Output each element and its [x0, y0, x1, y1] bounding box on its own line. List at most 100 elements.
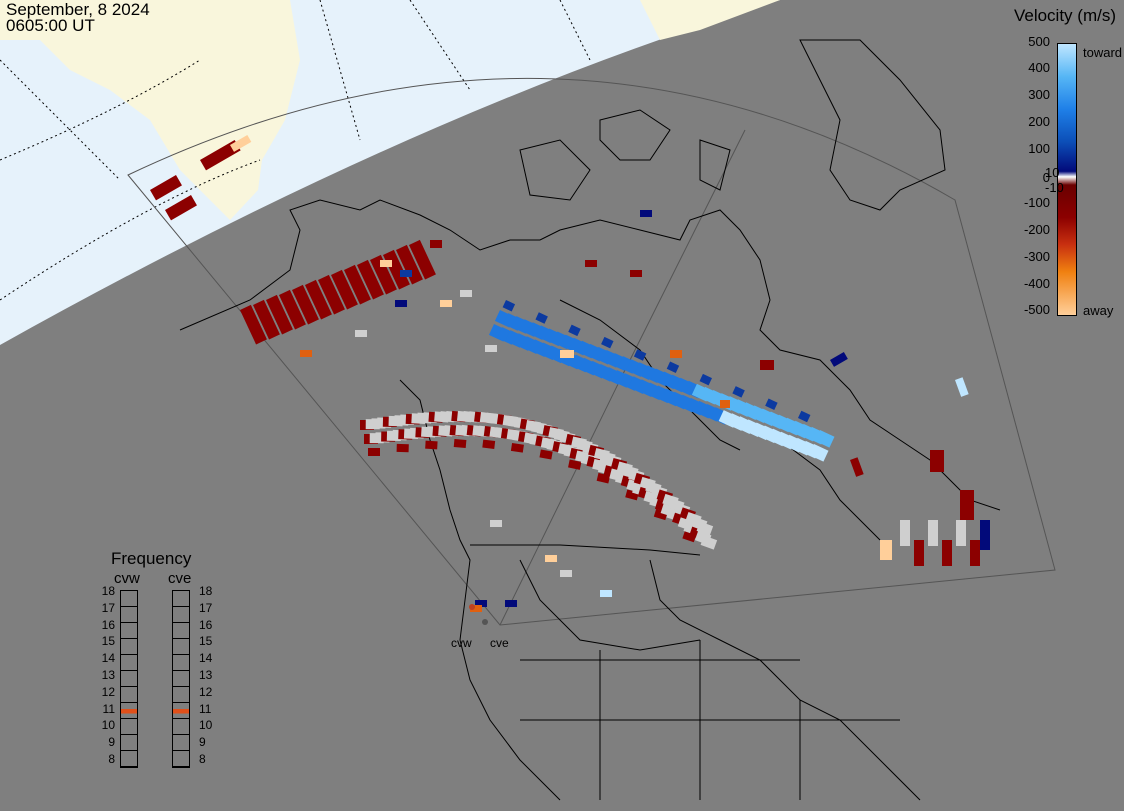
echo-cell	[942, 540, 952, 566]
echo-cell	[930, 450, 944, 472]
echo-cell	[425, 440, 438, 450]
echo-cell	[292, 284, 319, 325]
coastlines	[179, 39, 1001, 801]
echo-cell	[440, 300, 452, 307]
frequency-cell	[121, 703, 137, 719]
echo-cell	[630, 270, 642, 277]
frequency-scale-label: 14	[101, 651, 115, 666]
frequency-cell	[121, 655, 137, 671]
echo-cell	[355, 330, 367, 337]
echo-cell	[732, 386, 745, 398]
echo-cell	[395, 300, 407, 307]
echo-cell	[368, 448, 380, 456]
echo-cell	[502, 300, 516, 312]
echo-cell	[798, 410, 811, 423]
radar-label-cve: cve	[490, 636, 509, 650]
velocity-tick-label: 500	[1028, 34, 1050, 49]
velocity-tick-label: -10	[1045, 180, 1064, 195]
echo-cell	[396, 443, 409, 453]
frequency-cell	[173, 607, 189, 623]
velocity-tick-label: 200	[1028, 114, 1050, 129]
velocity-tick-label: 100	[1028, 141, 1050, 156]
frequency-scale-label: 10	[199, 718, 213, 733]
cve-radar-site	[482, 619, 488, 625]
echo-cell	[670, 350, 682, 358]
frequency-cell	[173, 735, 189, 751]
echo-cell	[165, 195, 197, 221]
echo-cell	[453, 438, 467, 449]
echo-cell	[601, 336, 614, 349]
frequency-cell	[173, 703, 189, 719]
echo-cell	[970, 540, 980, 566]
echo-cell	[279, 289, 306, 330]
velocity-tick-label: 10	[1045, 165, 1060, 180]
frequency-cell	[121, 687, 137, 703]
echo-cell	[980, 520, 990, 550]
echo-cell	[490, 520, 502, 527]
echo-cell	[928, 520, 938, 546]
frequency-cve-label: cve	[168, 570, 192, 587]
echo-cell	[720, 400, 730, 408]
frequency-scale-label: 13	[199, 668, 213, 682]
echo-cell	[640, 210, 652, 217]
echo-cell	[400, 270, 412, 277]
frequency-scale-label: 18	[199, 584, 213, 598]
echo-cell	[600, 590, 612, 597]
echo-cell	[485, 345, 497, 352]
echo-cell	[633, 349, 647, 361]
frequency-scale-label: 14	[199, 651, 213, 666]
echo-cell	[539, 449, 553, 460]
echo-cell	[568, 459, 582, 470]
echo-cell	[305, 279, 332, 320]
day-land	[0, 0, 300, 220]
toward-label: toward	[1083, 45, 1123, 60]
frequency-cell	[173, 655, 189, 671]
frequency-cvw-bar	[120, 590, 138, 768]
frequency-scale-label: 18	[101, 584, 115, 598]
echo-cell	[666, 361, 680, 374]
frequency-cell	[173, 623, 189, 639]
frequency-cell	[121, 607, 137, 623]
frequency-scale-label: 9	[108, 735, 115, 750]
velocity-tick-label: 300	[1028, 87, 1050, 102]
echo-cell	[460, 290, 472, 297]
velocity-tick-label: -500	[1023, 302, 1050, 317]
echo-cell	[954, 377, 969, 397]
frequency-scale-label: 12	[101, 684, 115, 699]
frequency-cvw-label: cvw	[114, 570, 140, 587]
velocity-tick-label: -100	[1023, 195, 1050, 210]
frequency-scale-label: 8	[199, 752, 206, 766]
echo-cell	[956, 520, 966, 546]
frequency-title: Frequency	[111, 549, 192, 568]
dayside-grid	[0, 0, 591, 301]
echo-cell	[535, 312, 548, 324]
echo-cell	[317, 274, 345, 315]
echo-cell	[560, 570, 572, 577]
frequency-cell	[121, 639, 137, 655]
echo-cell	[900, 520, 910, 546]
echo-cell	[229, 134, 252, 152]
frequency-scale-label: 15	[199, 634, 213, 649]
time-label: 0605:00 UT	[6, 16, 95, 35]
frequency-cell	[121, 751, 137, 767]
frequency-cell	[121, 735, 137, 751]
echo-cell	[765, 398, 778, 410]
echo-cell	[760, 360, 774, 370]
echo-cell	[960, 490, 974, 520]
echo-cell	[560, 350, 574, 358]
frequency-cell	[173, 687, 189, 703]
frequency-cell	[173, 639, 189, 655]
velocity-colorbar	[1057, 43, 1077, 316]
frequency-cell	[121, 591, 137, 607]
echo-cell	[568, 324, 581, 337]
echo-cell	[849, 457, 864, 477]
echo-cell	[331, 269, 358, 310]
echo-cell	[239, 304, 267, 345]
echo-cell	[475, 600, 487, 607]
frequency-cell	[173, 591, 189, 607]
date-label: September, 8 2024	[6, 0, 150, 19]
away-label: away	[1083, 303, 1114, 318]
frequency-scale-label: 9	[199, 735, 206, 750]
echo-cell	[343, 264, 371, 305]
frequency-scale-label: 11	[102, 701, 115, 716]
